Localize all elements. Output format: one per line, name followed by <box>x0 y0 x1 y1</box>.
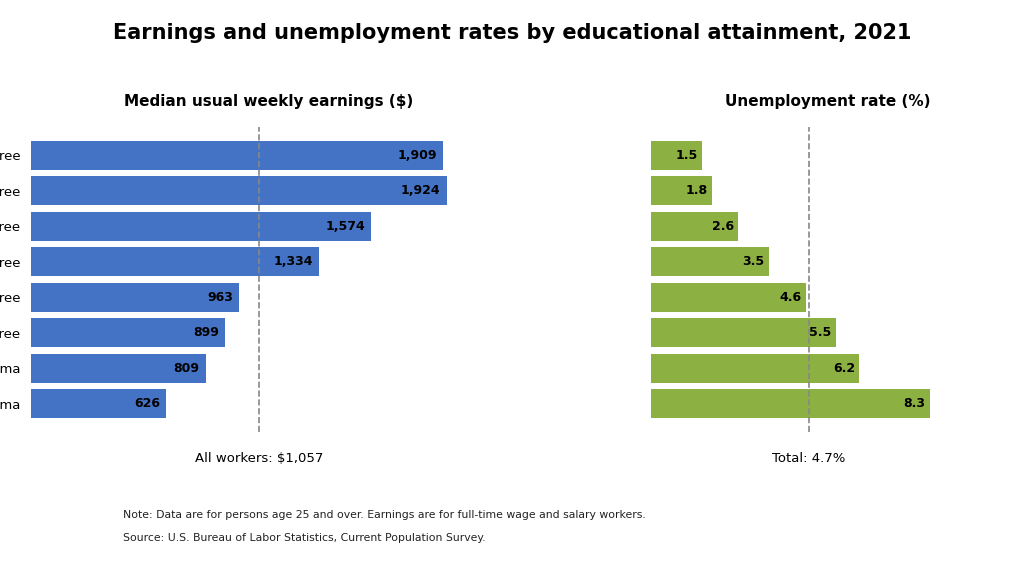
Text: 5.5: 5.5 <box>810 326 831 339</box>
Text: 626: 626 <box>134 397 160 410</box>
Text: 1,574: 1,574 <box>326 219 365 233</box>
Bar <box>651 141 701 170</box>
Text: 1,334: 1,334 <box>273 255 313 268</box>
Bar <box>31 283 239 312</box>
Text: Unemployment rate (%): Unemployment rate (%) <box>725 94 930 109</box>
Text: 899: 899 <box>194 326 219 339</box>
Text: Median usual weekly earnings ($): Median usual weekly earnings ($) <box>124 94 413 109</box>
Text: 1,909: 1,909 <box>398 149 437 162</box>
Bar <box>651 247 769 276</box>
Text: 1,924: 1,924 <box>401 184 440 197</box>
Text: Total: 4.7%: Total: 4.7% <box>772 452 846 465</box>
Bar <box>31 176 446 205</box>
Bar <box>31 318 225 347</box>
Text: 963: 963 <box>207 291 232 304</box>
Bar <box>651 176 712 205</box>
Text: Earnings and unemployment rates by educational attainment, 2021: Earnings and unemployment rates by educa… <box>113 23 911 43</box>
Text: 1.8: 1.8 <box>685 184 708 197</box>
Text: 1.5: 1.5 <box>675 149 697 162</box>
Text: 2.6: 2.6 <box>713 219 734 233</box>
Text: All workers: $1,057: All workers: $1,057 <box>195 452 324 465</box>
Bar <box>31 141 443 170</box>
Text: 8.3: 8.3 <box>903 397 926 410</box>
Bar <box>31 354 206 382</box>
Text: Note: Data are for persons age 25 and over. Earnings are for full-time wage and : Note: Data are for persons age 25 and ov… <box>123 510 645 520</box>
Text: Source: U.S. Bureau of Labor Statistics, Current Population Survey.: Source: U.S. Bureau of Labor Statistics,… <box>123 533 485 543</box>
Bar <box>651 211 738 241</box>
Bar <box>31 389 166 418</box>
Text: 6.2: 6.2 <box>834 362 855 374</box>
Bar <box>651 318 836 347</box>
Bar <box>31 211 371 241</box>
Text: 809: 809 <box>173 362 200 374</box>
Bar <box>651 389 930 418</box>
Bar <box>31 247 319 276</box>
Text: 4.6: 4.6 <box>779 291 802 304</box>
Bar <box>651 354 859 382</box>
Text: 3.5: 3.5 <box>742 255 765 268</box>
Bar <box>651 283 806 312</box>
